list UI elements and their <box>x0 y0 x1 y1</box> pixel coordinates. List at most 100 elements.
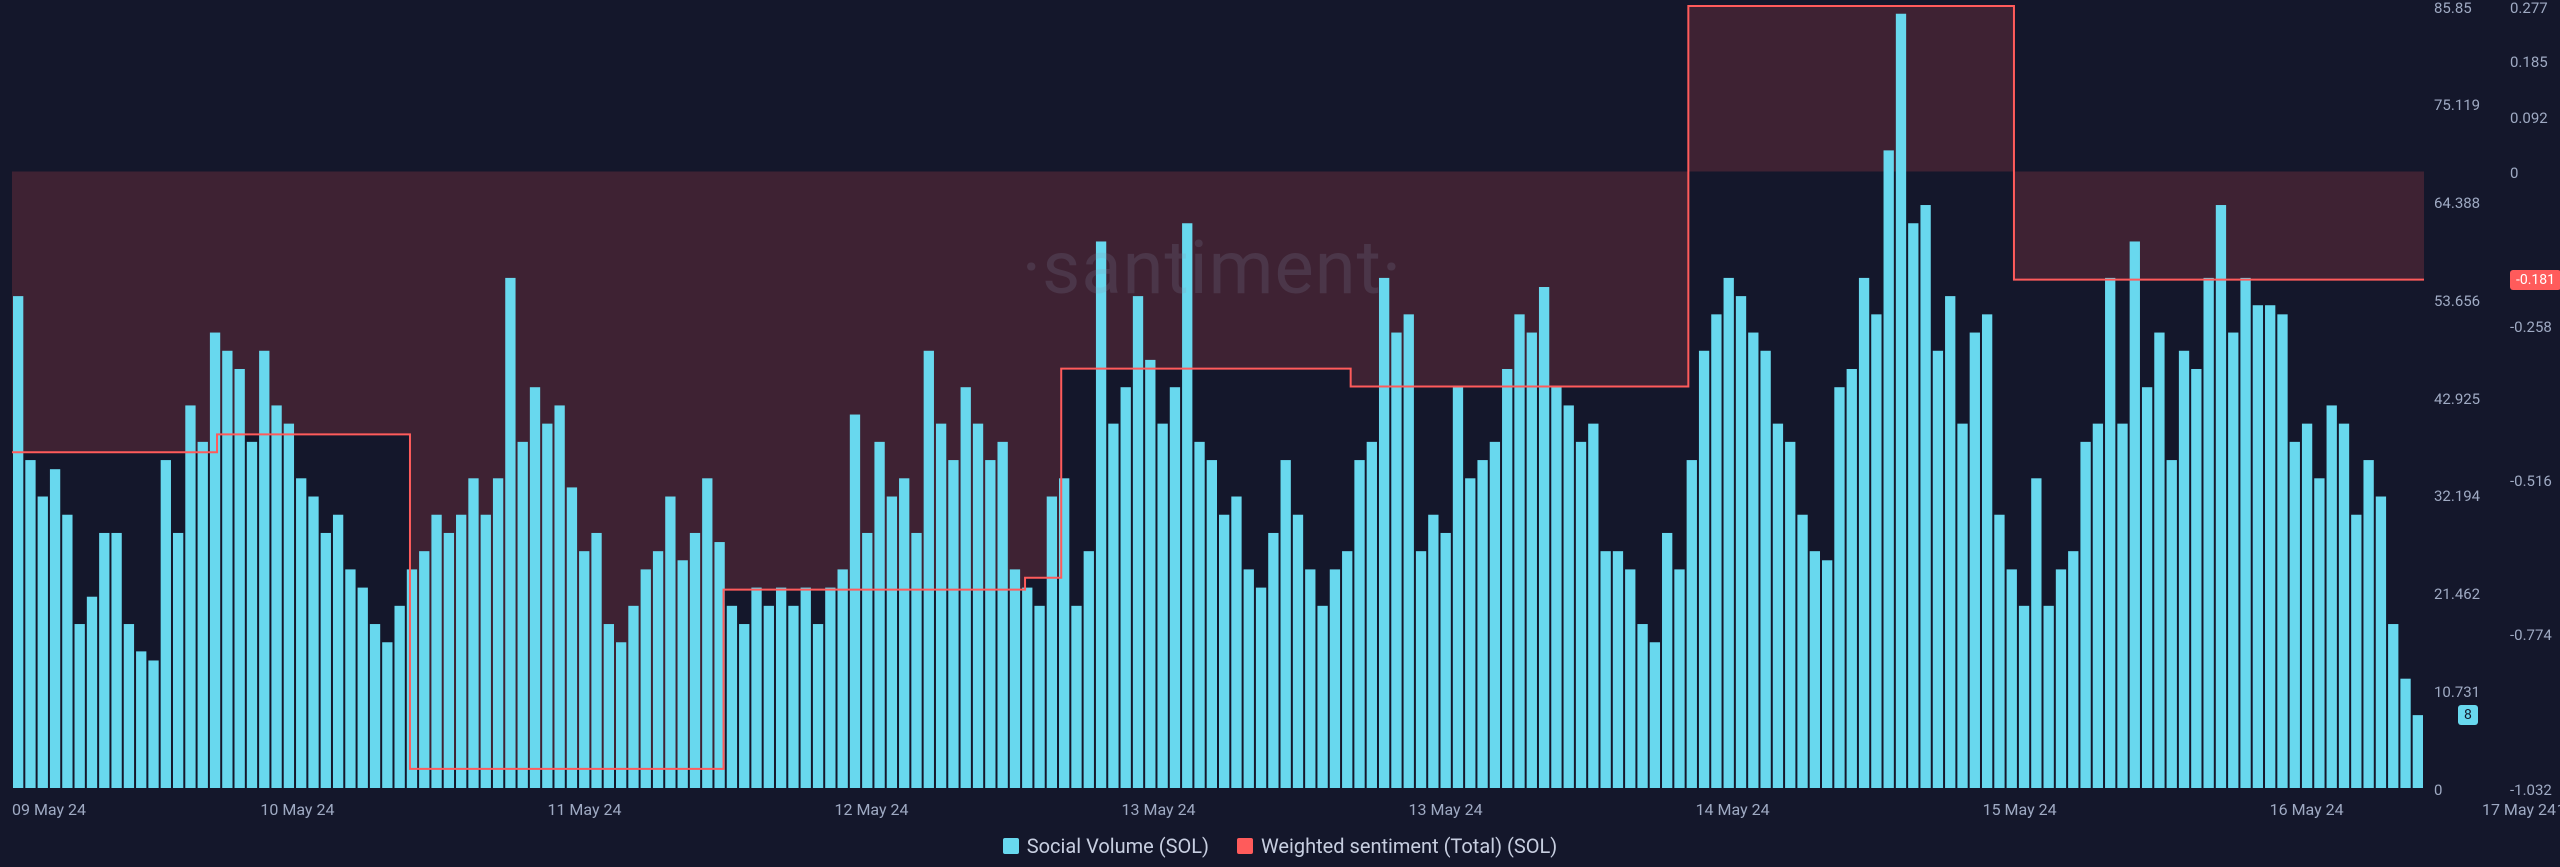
bar[interactable] <box>788 606 798 788</box>
bar[interactable] <box>2314 478 2324 788</box>
bar[interactable] <box>1293 515 1303 788</box>
bar[interactable] <box>739 624 749 788</box>
bar[interactable] <box>2413 715 2423 788</box>
bar[interactable] <box>1441 533 1451 788</box>
bar[interactable] <box>887 497 897 788</box>
bar[interactable] <box>2363 460 2373 788</box>
bar[interactable] <box>579 551 589 788</box>
bar[interactable] <box>2130 241 2140 788</box>
bar[interactable] <box>1724 278 1734 788</box>
bar[interactable] <box>1453 387 1463 788</box>
bar[interactable] <box>345 569 355 788</box>
bar[interactable] <box>1514 314 1524 788</box>
bar[interactable] <box>2117 424 2127 788</box>
bar[interactable] <box>1244 569 1254 788</box>
bar[interactable] <box>2240 278 2250 788</box>
bar[interactable] <box>591 533 601 788</box>
bar[interactable] <box>321 533 331 788</box>
legend-item[interactable]: Social Volume (SOL) <box>1003 834 1209 858</box>
bar[interactable] <box>2351 515 2361 788</box>
bar[interactable] <box>1170 387 1180 788</box>
bar[interactable] <box>284 424 294 788</box>
bar[interactable] <box>764 606 774 788</box>
bar[interactable] <box>1096 241 1106 788</box>
bar[interactable] <box>1650 642 1660 788</box>
bar[interactable] <box>308 497 318 788</box>
bar[interactable] <box>1219 515 1229 788</box>
bar[interactable] <box>456 515 466 788</box>
bar[interactable] <box>1527 333 1537 788</box>
bar[interactable] <box>776 588 786 788</box>
bar[interactable] <box>616 642 626 788</box>
bar[interactable] <box>481 515 491 788</box>
bar[interactable] <box>567 487 577 788</box>
bar[interactable] <box>2167 460 2177 788</box>
bar[interactable] <box>678 560 688 788</box>
bar[interactable] <box>1564 405 1574 788</box>
bar[interactable] <box>1207 460 1217 788</box>
bar[interactable] <box>1022 588 1032 788</box>
bar[interactable] <box>1785 442 1795 788</box>
bar[interactable] <box>801 588 811 788</box>
bar[interactable] <box>235 369 245 788</box>
bar[interactable] <box>2277 314 2287 788</box>
bar[interactable] <box>1391 333 1401 788</box>
bar[interactable] <box>1551 387 1561 788</box>
bar[interactable] <box>1834 387 1844 788</box>
bar[interactable] <box>850 415 860 788</box>
bar[interactable] <box>124 624 134 788</box>
bar[interactable] <box>1711 314 1721 788</box>
bar[interactable] <box>99 533 109 788</box>
bar[interactable] <box>1871 314 1881 788</box>
bar[interactable] <box>2068 551 2078 788</box>
bar[interactable] <box>1256 588 1266 788</box>
bar[interactable] <box>358 588 368 788</box>
bar[interactable] <box>1588 424 1598 788</box>
bar[interactable] <box>1367 442 1377 788</box>
bar[interactable] <box>2302 424 2312 788</box>
bar[interactable] <box>813 624 823 788</box>
bar[interactable] <box>604 624 614 788</box>
bar[interactable] <box>25 460 35 788</box>
bar[interactable] <box>1034 606 1044 788</box>
bar[interactable] <box>2228 333 2238 788</box>
bar[interactable] <box>948 460 958 788</box>
bar[interactable] <box>173 533 183 788</box>
bar[interactable] <box>2216 205 2226 788</box>
bar[interactable] <box>1502 369 1512 788</box>
bar[interactable] <box>554 405 564 788</box>
bar[interactable] <box>2019 606 2029 788</box>
bar[interactable] <box>997 442 1007 788</box>
bar[interactable] <box>382 642 392 788</box>
bar[interactable] <box>1133 296 1143 788</box>
bar[interactable] <box>1748 333 1758 788</box>
bar[interactable] <box>1847 369 1857 788</box>
bar[interactable] <box>271 405 281 788</box>
bar[interactable] <box>161 460 171 788</box>
bar[interactable] <box>1305 569 1315 788</box>
bar[interactable] <box>1539 287 1549 788</box>
bar[interactable] <box>1859 278 1869 788</box>
bar[interactable] <box>62 515 72 788</box>
bar[interactable] <box>1342 551 1352 788</box>
bar[interactable] <box>13 296 23 788</box>
bar[interactable] <box>665 497 675 788</box>
bar[interactable] <box>702 478 712 788</box>
bar[interactable] <box>1576 442 1586 788</box>
bar[interactable] <box>198 442 208 788</box>
bar[interactable] <box>2327 405 2337 788</box>
bar[interactable] <box>222 351 232 788</box>
bar[interactable] <box>1145 360 1155 788</box>
bar[interactable] <box>2007 569 2017 788</box>
bar[interactable] <box>1354 460 1364 788</box>
bar[interactable] <box>1625 569 1635 788</box>
bar[interactable] <box>1896 14 1906 788</box>
bar[interactable] <box>1268 533 1278 788</box>
bar[interactable] <box>1822 560 1832 788</box>
bar[interactable] <box>985 460 995 788</box>
bar[interactable] <box>87 597 97 788</box>
bar[interactable] <box>1810 551 1820 788</box>
bar[interactable] <box>874 442 884 788</box>
bar[interactable] <box>1010 569 1020 788</box>
bar[interactable] <box>641 569 651 788</box>
